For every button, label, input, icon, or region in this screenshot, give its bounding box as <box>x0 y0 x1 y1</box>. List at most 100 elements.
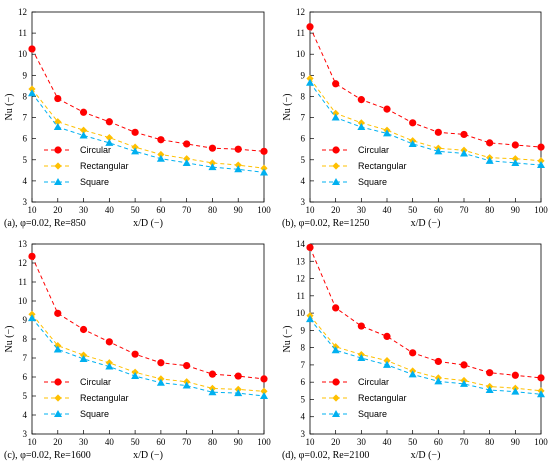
data-point <box>260 168 268 176</box>
chart-panel: 3 4 5 6 7 8 9 10 11 12 10 20 30 40 50 60 70 80 90 100 Nu (−)… <box>4 7 271 229</box>
legend-label: Square <box>80 177 109 187</box>
legend-label: Circular <box>80 377 111 387</box>
series-line <box>309 318 542 395</box>
chart-panel: 3 4 5 6 7 8 9 10 11 12 13 10 20 30 40 50 60 70 80 90 100 Nu (… <box>4 239 271 461</box>
data-point <box>332 410 340 417</box>
data-point <box>260 147 268 155</box>
data-point <box>156 378 165 386</box>
x-tick-label: 70 <box>460 205 470 215</box>
data-point <box>383 129 391 137</box>
data-point <box>357 123 366 131</box>
x-tick-label: 80 <box>208 205 218 215</box>
y-tick-label: 6 <box>23 134 28 144</box>
y-tick-label: 5 <box>23 391 28 401</box>
y-tick-label: 10 <box>18 49 28 59</box>
data-point <box>54 162 62 170</box>
series-line <box>31 92 265 173</box>
data-point <box>537 143 545 151</box>
data-point <box>306 78 314 86</box>
data-point <box>357 322 365 330</box>
series-line <box>31 48 265 152</box>
x-tick-label: 80 <box>485 205 495 215</box>
data-point <box>54 378 62 386</box>
x-tick-label: 60 <box>434 437 444 447</box>
data-point <box>234 389 243 397</box>
legend-label: Rectangular <box>80 161 129 171</box>
panel-caption: (b), φ=0.02, Re=1250 <box>282 218 369 229</box>
y-tick-label: 9 <box>23 315 28 325</box>
x-axis-label: x/D (−) <box>133 450 163 461</box>
x-tick-label: 50 <box>408 437 418 447</box>
data-point <box>332 80 340 88</box>
data-point <box>537 374 545 382</box>
data-point <box>537 161 545 169</box>
y-tick-label: 7 <box>301 113 306 123</box>
plot-frame <box>31 11 265 203</box>
x-tick-label: 30 <box>79 437 89 447</box>
y-tick-label: 12 <box>296 7 305 17</box>
data-point <box>383 360 391 368</box>
data-point <box>434 357 442 366</box>
x-tick-label: 70 <box>460 437 470 447</box>
y-tick-label: 3 <box>301 197 306 207</box>
data-point <box>383 356 391 365</box>
data-point <box>54 178 62 185</box>
y-axis-label: Nu (−) <box>282 325 293 352</box>
data-point <box>157 359 165 367</box>
data-point <box>260 387 268 395</box>
data-point <box>537 157 545 165</box>
data-point <box>79 126 88 134</box>
y-tick-label: 11 <box>296 291 305 301</box>
data-point <box>208 370 217 378</box>
y-tick-label: 11 <box>18 28 27 38</box>
legend-label: Rectangular <box>358 161 407 171</box>
data-point <box>260 164 268 172</box>
data-point <box>183 155 191 163</box>
data-point <box>234 165 243 173</box>
data-point <box>408 370 417 378</box>
x-tick-label: 30 <box>357 205 367 215</box>
data-point <box>460 149 468 157</box>
series-line <box>309 82 542 166</box>
x-tick-label: 40 <box>383 437 393 447</box>
x-tick-label: 10 <box>28 205 38 215</box>
x-tick-label: 90 <box>511 437 521 447</box>
y-tick-label: 12 <box>18 7 27 17</box>
x-tick-label: 90 <box>234 205 244 215</box>
data-point <box>408 139 417 147</box>
data-point <box>79 108 88 116</box>
data-point <box>511 155 519 163</box>
data-point <box>28 85 36 93</box>
legend-label: Square <box>80 409 109 419</box>
x-tick-label: 50 <box>408 205 418 215</box>
data-point <box>183 140 191 148</box>
data-point <box>131 143 139 151</box>
y-tick-label: 12 <box>18 258 27 268</box>
y-tick-label: 4 <box>23 176 28 186</box>
series-line <box>31 256 265 380</box>
data-point <box>182 381 191 389</box>
data-point <box>409 119 417 127</box>
chart-panel: 3 4 5 6 7 8 9 10 11 12 13 14 10 20 30 40 50 60 70 80 90 100 Nu… <box>282 239 548 461</box>
data-point <box>306 243 314 252</box>
legend-label: Circular <box>358 377 389 387</box>
panel-caption: (d), φ=0.02, Re=2100 <box>282 450 369 461</box>
y-tick-label: 7 <box>301 360 306 370</box>
x-tick-label: 100 <box>257 205 271 215</box>
data-point <box>28 45 36 53</box>
y-tick-label: 9 <box>301 70 306 80</box>
y-tick-label: 3 <box>23 197 28 207</box>
data-point <box>357 119 365 127</box>
y-tick-label: 5 <box>301 394 306 404</box>
data-point <box>131 372 140 380</box>
y-tick-label: 5 <box>23 155 28 165</box>
y-tick-label: 7 <box>23 113 28 123</box>
data-point <box>460 379 468 387</box>
x-axis-label: x/D (−) <box>133 218 163 229</box>
y-tick-label: 10 <box>18 296 28 306</box>
data-point <box>260 392 268 399</box>
plot-frame <box>31 243 265 435</box>
legend: Circular Rectangular Square <box>44 377 129 419</box>
data-point <box>511 387 520 395</box>
legend-label: Rectangular <box>358 393 407 403</box>
